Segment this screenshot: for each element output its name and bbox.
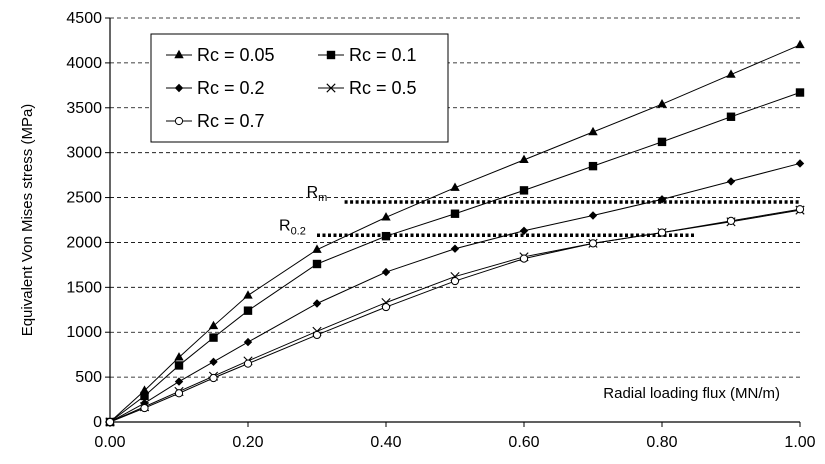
legend-marker [174,116,184,126]
data-point [450,244,460,253]
legend-marker [326,50,336,60]
data-point [209,373,218,383]
legend-label: Rc = 0.7 [197,111,265,131]
y-tick-label: 1500 [66,279,102,296]
legend: Rc = 0.05 Rc = 0.1 Rc = 0.2 Rc = 0.5 Rc = 0.… [150,33,449,143]
series-2 [105,88,805,427]
y-tick-label: 4000 [66,55,102,72]
data-point [381,267,391,277]
data-point [381,302,391,312]
x-axis-title: Radial loading flux (MN/m) [603,385,780,402]
y-tick-label: 2500 [66,190,102,207]
data-point [657,98,667,108]
x-tick-label: 0.60 [508,434,539,451]
data-point [657,137,667,147]
data-point [726,112,736,121]
data-point [519,226,529,235]
x-tick-label: 0.00 [94,434,125,451]
data-point [588,126,598,136]
data-point [381,212,391,221]
data-point [312,244,322,253]
data-point [312,330,322,340]
data-point [243,359,253,368]
y-axis-title: Equivalent Von Mises stress (MPa) [19,104,36,337]
data-point [726,177,736,186]
reference-line-label: R0.2 [279,217,306,237]
y-tick-label: 0 [93,414,102,431]
data-point [795,159,805,168]
data-point [519,154,529,164]
legend-label: Rc = 0.1 [349,45,417,65]
data-point [174,361,184,370]
y-tick-label: 4500 [66,10,102,27]
data-point [174,377,184,386]
data-point [243,337,253,347]
x-marker-stroke [326,83,336,93]
data-point [312,299,322,308]
x-tick-label: 1.00 [784,434,815,451]
data-point [105,417,115,427]
series-layer [105,39,805,427]
data-point [312,259,322,269]
data-point [209,357,218,367]
y-tick-label: 3000 [66,145,102,162]
data-point [243,306,253,315]
data-point [209,333,218,342]
x-tick-label: 0.40 [370,434,401,451]
data-point [139,385,150,394]
data-point [243,290,253,299]
data-point [795,39,805,49]
x-tick-label: 0.80 [646,434,677,451]
legend-label: Rc = 0.5 [349,78,417,98]
tick-labels: 0 500 1000 1500 2000 2500 3000 3500 4000 4500 0.00… [66,10,815,451]
data-point [726,216,736,225]
data-point [140,391,149,401]
series-5 [105,205,805,427]
legend-marker [326,83,336,93]
legend-label: Rc = 0.05 [197,45,275,65]
y-tick-label: 1000 [66,324,102,341]
data-point [450,209,460,218]
data-point [657,195,667,204]
data-point [519,254,529,263]
data-point [140,398,149,408]
data-point [795,88,805,97]
legend-box [150,33,449,143]
data-point [450,182,460,191]
data-point [795,205,805,214]
data-point [588,239,598,248]
data-point [519,186,529,195]
legend-label: Rc = 0.2 [197,78,265,98]
data-point [174,389,184,398]
y-tick-label: 3500 [66,100,102,117]
data-point [208,320,219,330]
data-point [657,228,667,237]
data-point [140,403,149,413]
legend-marker [174,83,184,93]
data-point [588,211,598,220]
y-tick-label: 2000 [66,234,102,251]
data-point [588,161,598,171]
data-point [726,69,736,78]
x-tick-label: 0.20 [232,434,263,451]
legend-marker [174,49,184,59]
data-point [174,352,184,361]
data-point [450,276,460,286]
y-tick-label: 500 [75,369,102,386]
reference-line-label: Rm [307,184,328,204]
data-point [381,231,391,241]
